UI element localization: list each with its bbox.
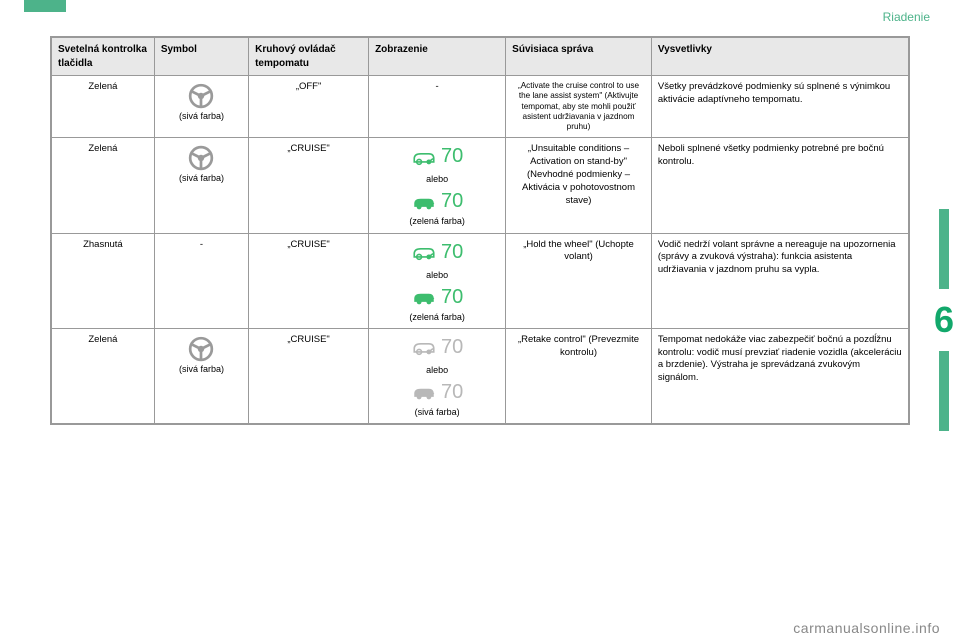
car-speed-icon	[411, 147, 437, 167]
separator: alebo	[375, 173, 499, 185]
steering-wheel-icon	[188, 145, 214, 171]
cell-display: 70 alebo 70 (sivá farba)	[369, 328, 506, 423]
cell-explain: Všetky prevádzkové podmienky sú splnené …	[651, 76, 908, 138]
cell-message: „Hold the wheel" (Uchopte volant)	[506, 233, 652, 328]
car-speed-icon	[411, 242, 437, 262]
cell-indicator: Zelená	[52, 328, 155, 423]
steering-wheel-icon	[188, 336, 214, 362]
th-indicator: Svetelná kontrolka tlačidla	[52, 38, 155, 76]
speed-value: 70	[441, 239, 463, 266]
section-title: Riadenie	[883, 10, 930, 24]
cell-explain: Neboli splnené všetky podmienky potrebné…	[651, 138, 908, 233]
th-display: Zobrazenie	[369, 38, 506, 76]
cell-symbol: -	[154, 233, 248, 328]
cell-dial: „CRUISE"	[249, 328, 369, 423]
symbol-label: (sivá farba)	[161, 363, 242, 375]
cell-message: „Activate the cruise control to use the …	[506, 76, 652, 138]
separator: alebo	[375, 364, 499, 376]
display-color-label: (sivá farba)	[375, 406, 499, 418]
table-row: Zhasnutá - „CRUISE" 70 alebo	[52, 233, 909, 328]
table-row: Zelená (sivá farba) „CRUISE"	[52, 138, 909, 233]
speed-value: 70	[441, 188, 463, 215]
speed-value: 70	[441, 334, 463, 361]
cell-explain: Vodič nedrží volant správne a nereaguje …	[651, 233, 908, 328]
th-symbol: Symbol	[154, 38, 248, 76]
car-speed-filled-icon	[411, 192, 437, 212]
cell-dial: „CRUISE"	[249, 233, 369, 328]
cell-indicator: Zhasnutá	[52, 233, 155, 328]
separator: alebo	[375, 269, 499, 281]
steering-wheel-icon	[188, 83, 214, 109]
cell-explain: Tempomat nedokáže viac zabezpečiť bočnú …	[651, 328, 908, 423]
reference-table: Svetelná kontrolka tlačidla Symbol Kruho…	[50, 36, 910, 425]
watermark: carmanualsonline.info	[793, 620, 940, 636]
cell-display: 70 alebo 70 (zelená farba)	[369, 138, 506, 233]
cell-symbol: (sivá farba)	[154, 76, 248, 138]
th-message: Súvisiaca správa	[506, 38, 652, 76]
cell-message: „Unsuitable conditions – Activation on s…	[506, 138, 652, 233]
accent-bar	[24, 0, 66, 12]
car-speed-filled-icon	[411, 382, 437, 402]
chapter-number: 6	[934, 299, 954, 341]
th-explain: Vysvetlivky	[651, 38, 908, 76]
car-speed-icon	[411, 337, 437, 357]
table-header-row: Svetelná kontrolka tlačidla Symbol Kruho…	[52, 38, 909, 76]
cell-display: -	[369, 76, 506, 138]
cell-message: „Retake control" (Prevezmite kontrolu)	[506, 328, 652, 423]
table-row: Zelená (sivá farba) „CRUISE"	[52, 328, 909, 423]
th-dial: Kruhový ovládač tempomatu	[249, 38, 369, 76]
car-speed-filled-icon	[411, 287, 437, 307]
cell-symbol: (sivá farba)	[154, 328, 248, 423]
cell-dial: „CRUISE"	[249, 138, 369, 233]
speed-value: 70	[441, 379, 463, 406]
cell-indicator: Zelená	[52, 76, 155, 138]
cell-indicator: Zelená	[52, 138, 155, 233]
table-row: Zelená (sivá farba) „OFF" - „Activate th…	[52, 76, 909, 138]
cell-symbol: (sivá farba)	[154, 138, 248, 233]
cell-display: 70 alebo 70 (zelená farba)	[369, 233, 506, 328]
cell-dial: „OFF"	[249, 76, 369, 138]
display-color-label: (zelená farba)	[375, 215, 499, 227]
symbol-label: (sivá farba)	[161, 172, 242, 184]
display-color-label: (zelená farba)	[375, 311, 499, 323]
chapter-indicator: 6	[934, 209, 954, 431]
speed-value: 70	[441, 284, 463, 311]
symbol-label: (sivá farba)	[161, 110, 242, 122]
speed-value: 70	[441, 143, 463, 170]
